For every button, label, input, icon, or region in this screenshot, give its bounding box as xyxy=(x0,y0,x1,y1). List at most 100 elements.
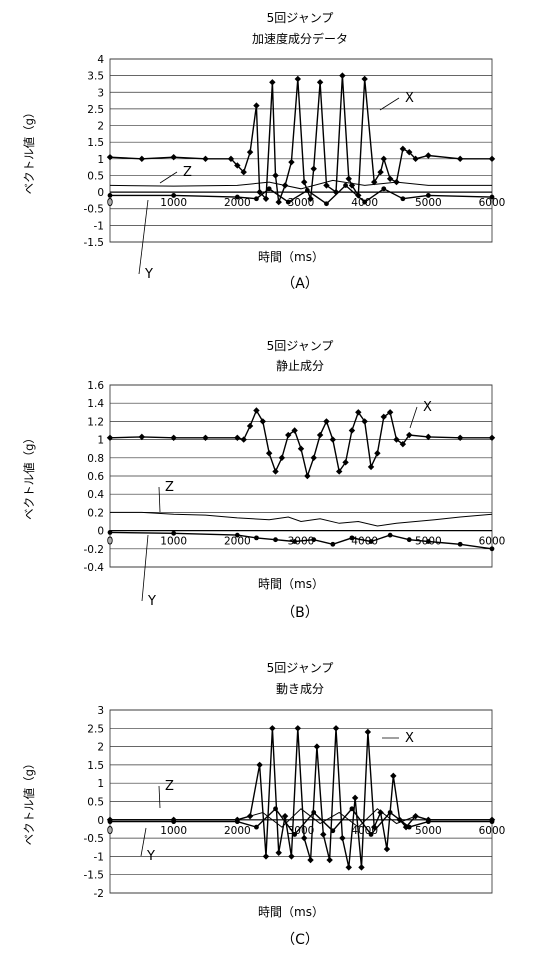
data-point-y xyxy=(171,193,176,198)
y-tick-label: 3.5 xyxy=(87,71,104,83)
y-tick-label: -2 xyxy=(94,888,104,900)
chart-title-line2: 動き成分 xyxy=(276,682,324,696)
annotation-label-z: Z xyxy=(165,779,174,794)
x-tick-label: 0 xyxy=(107,536,114,548)
y-tick-label: 0.2 xyxy=(87,507,104,519)
x-axis-label: 時間（ms） xyxy=(258,250,324,264)
data-point-y xyxy=(254,825,259,830)
data-point-y xyxy=(350,806,355,811)
annotation-label-x: X xyxy=(405,91,414,106)
data-point-y xyxy=(330,828,335,833)
x-tick-label: 1000 xyxy=(160,197,187,209)
data-point-y xyxy=(400,196,405,201)
y-tick-label: 3 xyxy=(97,705,104,717)
panel-label: （B） xyxy=(281,605,319,621)
annotation-label-z: Z xyxy=(165,480,174,495)
y-tick-label: -1.5 xyxy=(84,870,105,882)
y-tick-label: -0.2 xyxy=(84,544,105,556)
y-tick-label: 0 xyxy=(97,526,104,538)
annotation-label-z: Z xyxy=(183,165,192,180)
data-point-y xyxy=(286,200,291,205)
data-point-y xyxy=(458,542,463,547)
x-tick-label: 1000 xyxy=(160,536,187,548)
y-tick-label: 0.5 xyxy=(87,170,104,182)
y-axis-label: ベクトル値（g） xyxy=(22,107,36,195)
data-point-y xyxy=(369,832,374,837)
y-tick-label: 0 xyxy=(97,815,104,827)
data-point-y xyxy=(292,832,297,837)
y-tick-label: 1 xyxy=(97,435,104,447)
y-tick-label: 3 xyxy=(97,87,104,99)
data-point-y xyxy=(407,537,412,542)
data-point-y xyxy=(426,193,431,198)
y-tick-label: 0.5 xyxy=(87,797,104,809)
data-point-y xyxy=(381,186,386,191)
chart-title-line1: 5回ジャンプ xyxy=(267,661,334,675)
data-point-y xyxy=(388,810,393,815)
data-point-y xyxy=(490,546,495,551)
y-tick-label: 1.4 xyxy=(87,398,104,410)
y-tick-label: -1 xyxy=(94,220,104,232)
data-point-y xyxy=(254,535,259,540)
y-tick-label: 0.8 xyxy=(87,453,104,465)
data-point-y xyxy=(369,539,374,544)
data-point-y xyxy=(311,537,316,542)
annotation-label-x: X xyxy=(423,400,432,415)
data-point-y xyxy=(490,195,495,200)
y-tick-label: 0 xyxy=(97,187,104,199)
x-tick-label: 4000 xyxy=(351,536,378,548)
y-tick-label: 4 xyxy=(97,54,104,66)
data-point-y xyxy=(362,200,367,205)
panel-label: （C） xyxy=(281,932,319,948)
data-point-y xyxy=(407,825,412,830)
y-tick-label: 1.5 xyxy=(87,760,104,772)
data-point-y xyxy=(305,188,310,193)
chart-panel-a: 5回ジャンプ加速度成分データ43.532.521.510.50-0.5-1-1.… xyxy=(22,11,505,292)
x-tick-label: 5000 xyxy=(415,825,442,837)
annotation-label-y: Y xyxy=(144,267,153,282)
y-tick-label: -0.5 xyxy=(84,833,105,845)
data-point-y xyxy=(267,186,272,191)
chart-title-line1: 5回ジャンプ xyxy=(267,339,334,353)
x-tick-label: 6000 xyxy=(479,536,506,548)
data-point-y xyxy=(343,183,348,188)
annotation-label-x: X xyxy=(405,731,414,746)
y-tick-label: 0.4 xyxy=(87,489,104,501)
x-axis-label: 時間（ms） xyxy=(258,577,324,591)
y-tick-label: 2 xyxy=(97,121,104,133)
x-tick-label: 0 xyxy=(107,197,114,209)
y-tick-label: 2.5 xyxy=(87,723,104,735)
data-point-y xyxy=(388,533,393,538)
annotation-label-y: Y xyxy=(147,594,156,609)
data-point-y xyxy=(350,535,355,540)
y-tick-label: 2.5 xyxy=(87,104,104,116)
chart-title-line2: 加速度成分データ xyxy=(252,31,348,46)
panel-label: （A） xyxy=(281,276,319,292)
data-point-y xyxy=(254,196,259,201)
annotation-label-y: Y xyxy=(146,849,155,864)
data-point-y xyxy=(330,542,335,547)
chart-title-line2: 静止成分 xyxy=(276,359,324,373)
y-tick-label: 1 xyxy=(97,778,104,790)
x-tick-label: 5000 xyxy=(415,197,442,209)
data-point-y xyxy=(311,810,316,815)
y-tick-label: 0.6 xyxy=(87,471,104,483)
data-point-y xyxy=(273,806,278,811)
data-point-y xyxy=(426,539,431,544)
x-tick-label: 0 xyxy=(107,825,114,837)
x-axis-label: 時間（ms） xyxy=(258,905,324,919)
plot-area xyxy=(110,59,492,242)
x-tick-label: 2000 xyxy=(224,825,251,837)
y-tick-label: 1.5 xyxy=(87,137,104,149)
y-tick-label: -1.5 xyxy=(84,237,105,249)
data-point-y xyxy=(108,530,113,535)
data-point-y xyxy=(108,193,113,198)
chart-panel-b: 5回ジャンプ静止成分1.61.41.210.80.60.40.20-0.2-0.… xyxy=(22,339,505,621)
y-tick-label: -1 xyxy=(94,851,104,863)
y-axis-label: ベクトル値（g） xyxy=(22,758,36,846)
y-tick-label: 2 xyxy=(97,742,104,754)
y-axis-label: ベクトル値（g） xyxy=(22,432,36,520)
data-point-y xyxy=(235,195,240,200)
y-tick-label: -0.4 xyxy=(84,562,105,574)
